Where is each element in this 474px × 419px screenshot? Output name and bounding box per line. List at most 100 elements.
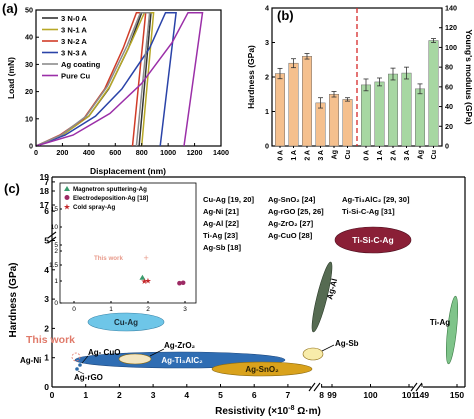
b-xtick-label: 3 A — [404, 150, 411, 161]
panel-b-bars — [275, 38, 439, 147]
c-ytick-label: 6 — [44, 206, 49, 216]
modulus-bar-2-a — [388, 73, 398, 147]
modulus-bar-ag — [415, 88, 425, 147]
panel-a: (a) 0 200 400 600 800 1000 1200 1400 0 10 20 30 40 50… — [2, 1, 229, 176]
reference-ag-ti-alc-29-30: Ag-Ti₃AlC₂ [29, 30] — [342, 195, 410, 204]
reference-ti-ag-23: Ti-Ag [23] — [203, 231, 238, 240]
inset-point-magnetron-sputtering-ag — [139, 274, 146, 280]
reference-ag-sno-24: Ag-SnO₂ [24] — [268, 195, 316, 204]
region-ag-sno2 — [211, 361, 313, 377]
c-ytick-label: 17 — [40, 200, 50, 210]
b-xtick-label: Cu — [345, 150, 352, 159]
inset-ytick-label: 10 — [51, 224, 59, 231]
b-ytick-right-label: 80 — [445, 63, 453, 72]
c-xtick-label: 4 — [184, 390, 189, 400]
a-xtick-label: 0 — [34, 148, 38, 157]
reference-ag-ni-21: Ag-Ni [21] — [203, 207, 239, 216]
panel-a-tag: (a) — [2, 1, 18, 16]
region-ag-zro2 — [118, 353, 152, 365]
a-xtick-label: 600 — [109, 148, 121, 157]
c-xtick-label: 1 — [83, 390, 88, 400]
legend-label-3-n-2-a: 3 N-2 A — [61, 37, 87, 46]
region-label-cu-ag: Cu-Ag — [114, 318, 138, 327]
a-xtick-label: 1400 — [213, 148, 229, 157]
inset-point-electrodeposition-ag-18 — [177, 280, 182, 286]
c-xtick-label: 5 — [218, 390, 223, 400]
inset-ytick-label: 1 — [54, 278, 58, 285]
c-xaxis-break — [313, 382, 321, 392]
c-ytick-label: 3 — [44, 294, 49, 304]
reference-ti-si-c-ag-31: Ti-Si-C-Ag [31] — [342, 207, 395, 216]
b-ytick-right-label: 40 — [445, 102, 453, 111]
c-xtick-label: 100 — [363, 390, 377, 400]
inset-legend-marker-cold-spray-ag: ★ — [63, 203, 70, 212]
label-this-work: This work — [26, 334, 75, 346]
b-xtick-label: 0 A — [364, 150, 371, 161]
modulus-bar-3-a — [401, 72, 412, 147]
b-xtick-label: 2 A — [305, 150, 312, 161]
curve-pure-cu — [35, 11, 204, 147]
a-ytick-label: 10 — [25, 114, 33, 123]
legend-label-3-n-1-a: 3 N-1 A — [61, 26, 87, 35]
reference-cu-ag-19-20: Cu-Ag [19, 20] — [203, 195, 255, 204]
a-ytick-label: 40 — [25, 33, 33, 42]
c-ytick-label: 19 — [40, 172, 50, 182]
region-leader-ag-sb — [321, 344, 335, 352]
b-ytick-left-label: 3 — [265, 38, 269, 47]
leader-ag-rgo — [77, 370, 85, 375]
c-xtick-label: 7 — [286, 390, 291, 400]
label-ag-ni: Ag-Ni — [20, 356, 41, 365]
inset-point-this-work: + — [144, 253, 149, 263]
b-xtick-label: Ag — [418, 150, 425, 159]
region-label-ag-sno2: Ag-SnO₂ — [245, 365, 279, 374]
inset-xtick-label: 3 — [183, 306, 187, 313]
reference-ag-sb-18: Ag-Sb [18] — [203, 243, 241, 252]
region-leader-ag-zro2 — [149, 348, 165, 357]
panel-a-ticks: 0 200 400 600 800 1000 1200 1400 0 10 20 30 40 50 — [25, 6, 229, 158]
hardness-bar-2-a — [302, 56, 312, 147]
c-ytick-label: 7 — [44, 177, 49, 187]
inset-frame — [59, 182, 197, 304]
panel-c-xlabel: Resistivity (×10-8 Ω·m) — [215, 405, 321, 417]
a-ytick-label: 30 — [25, 60, 33, 69]
inset-point-cold-spray-ag: ★ — [141, 277, 148, 286]
region-label-ag-zro2: Ag-ZrO₂ — [164, 341, 196, 350]
panel-c-ylabel: Hardness (GPa) — [8, 262, 19, 337]
label-ag-cuo: Ag- CuO — [88, 348, 120, 357]
modulus-bar-1-a — [374, 81, 385, 147]
hardness-bar-ag — [329, 94, 339, 147]
b-ytick-left-label: 0 — [265, 142, 269, 151]
panel-b-tag: (b) — [277, 8, 294, 23]
a-ytick-label: 20 — [25, 87, 33, 96]
inset-xtick-label: 0 — [72, 306, 76, 313]
curve-3-n-1-a — [35, 11, 155, 147]
c-xtick-label: 150 — [450, 390, 464, 400]
panel-c-tag: (c) — [4, 181, 20, 196]
region-cu-ag — [87, 312, 165, 332]
a-ytick-label: 0 — [29, 142, 33, 151]
b-ytick-right-label: 100 — [445, 43, 457, 52]
region-label-ag-ti3alc2: Ag-Ti₃AlC₂ — [161, 356, 203, 365]
b-ytick-right-label: 20 — [445, 122, 453, 131]
b-xtick-label: 1 A — [291, 150, 298, 161]
panel-c-xlabel-prefix: Resistivity (×10 — [215, 406, 289, 417]
b-xtick-label: Ag — [332, 150, 339, 159]
c-xtick-label: 0 — [50, 390, 55, 400]
c-xtick-label: 8 — [319, 390, 324, 400]
inset-xtick-label: 1 — [109, 306, 113, 313]
a-xtick-label: 400 — [83, 148, 95, 157]
inset-legend-marker-electrodeposition-ag-18 — [64, 195, 70, 200]
inset-ytick-label: 5 — [54, 242, 58, 249]
panel-c-references: Cu-Ag [19, 20] Ag-SnO₂ [24] Ag-Ti₃AlC₂ [29… — [203, 195, 410, 252]
b-xtick-label: 1 A — [377, 150, 384, 161]
b-ytick-left-label: 1 — [265, 107, 269, 116]
b-ytick-right-label: 0 — [445, 142, 449, 151]
region-ag-al — [311, 261, 333, 333]
curve-ag-coating — [35, 11, 151, 147]
inset-legend-label-electrodeposition-ag-18: Electrodeposition-Ag [18] — [73, 195, 148, 202]
inset-point-cold-spray-ag: ★ — [144, 276, 151, 285]
c-xtick-label: 101 — [402, 390, 416, 400]
